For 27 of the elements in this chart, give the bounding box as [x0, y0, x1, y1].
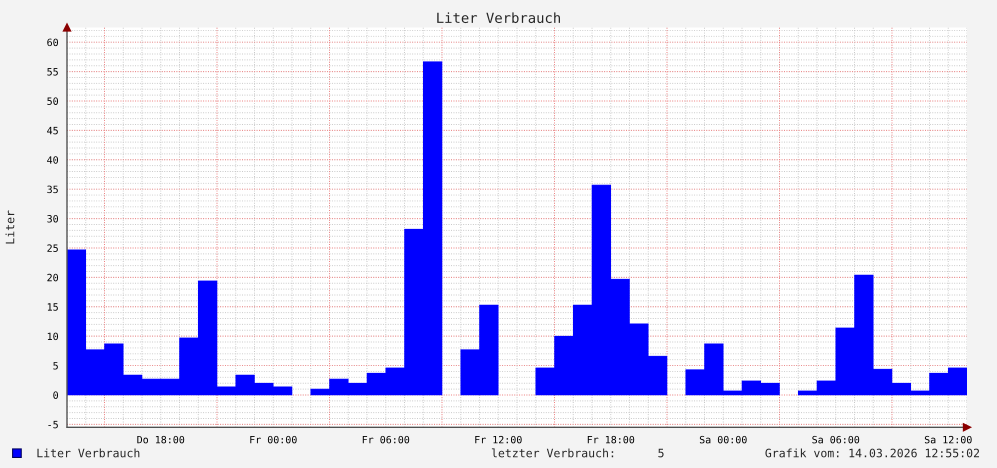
y-tick-label: 5 — [53, 362, 58, 370]
y-tick-label: 35 — [47, 186, 58, 194]
chart-title: Liter Verbrauch — [437, 12, 560, 24]
y-tick-label: 10 — [48, 332, 58, 340]
x-tick-label: Fr 12:00 — [475, 436, 522, 444]
y-tick-label: 60 — [47, 38, 58, 46]
y-tick-label: -5 — [48, 420, 58, 428]
x-tick-label: Fr 00:00 — [250, 436, 297, 444]
y-tick-label: 0 — [53, 391, 58, 399]
x-tick-label: Fr 06:00 — [362, 436, 410, 444]
y-tick-label: 55 — [47, 68, 58, 76]
x-tick-label: Do 18:00 — [137, 436, 184, 444]
y-tick-label: 20 — [47, 274, 58, 282]
text: Grafik vom: 14.03.2026 12:55:02 — [765, 448, 980, 458]
y-tick-label: 25 — [47, 244, 58, 252]
y-tick-label: 15 — [48, 303, 58, 311]
text: letzter Verbrauch: 5 — [492, 448, 664, 458]
x-tick-label: Sa 00:00 — [700, 436, 747, 444]
y-axis-title: Liter — [5, 210, 14, 244]
legend-label: Liter Verbrauch — [37, 448, 140, 458]
x-tick-label: Sa 12:00 — [924, 436, 972, 444]
y-tick-label: 30 — [47, 214, 58, 223]
y-tick-label: 45 — [47, 126, 58, 134]
x-tick-label: Fr 18:00 — [588, 436, 634, 444]
y-tick-label: 50 — [47, 97, 58, 105]
y-tick-label: 40 — [47, 156, 58, 164]
x-tick-label: Sa 06:00 — [812, 436, 860, 444]
